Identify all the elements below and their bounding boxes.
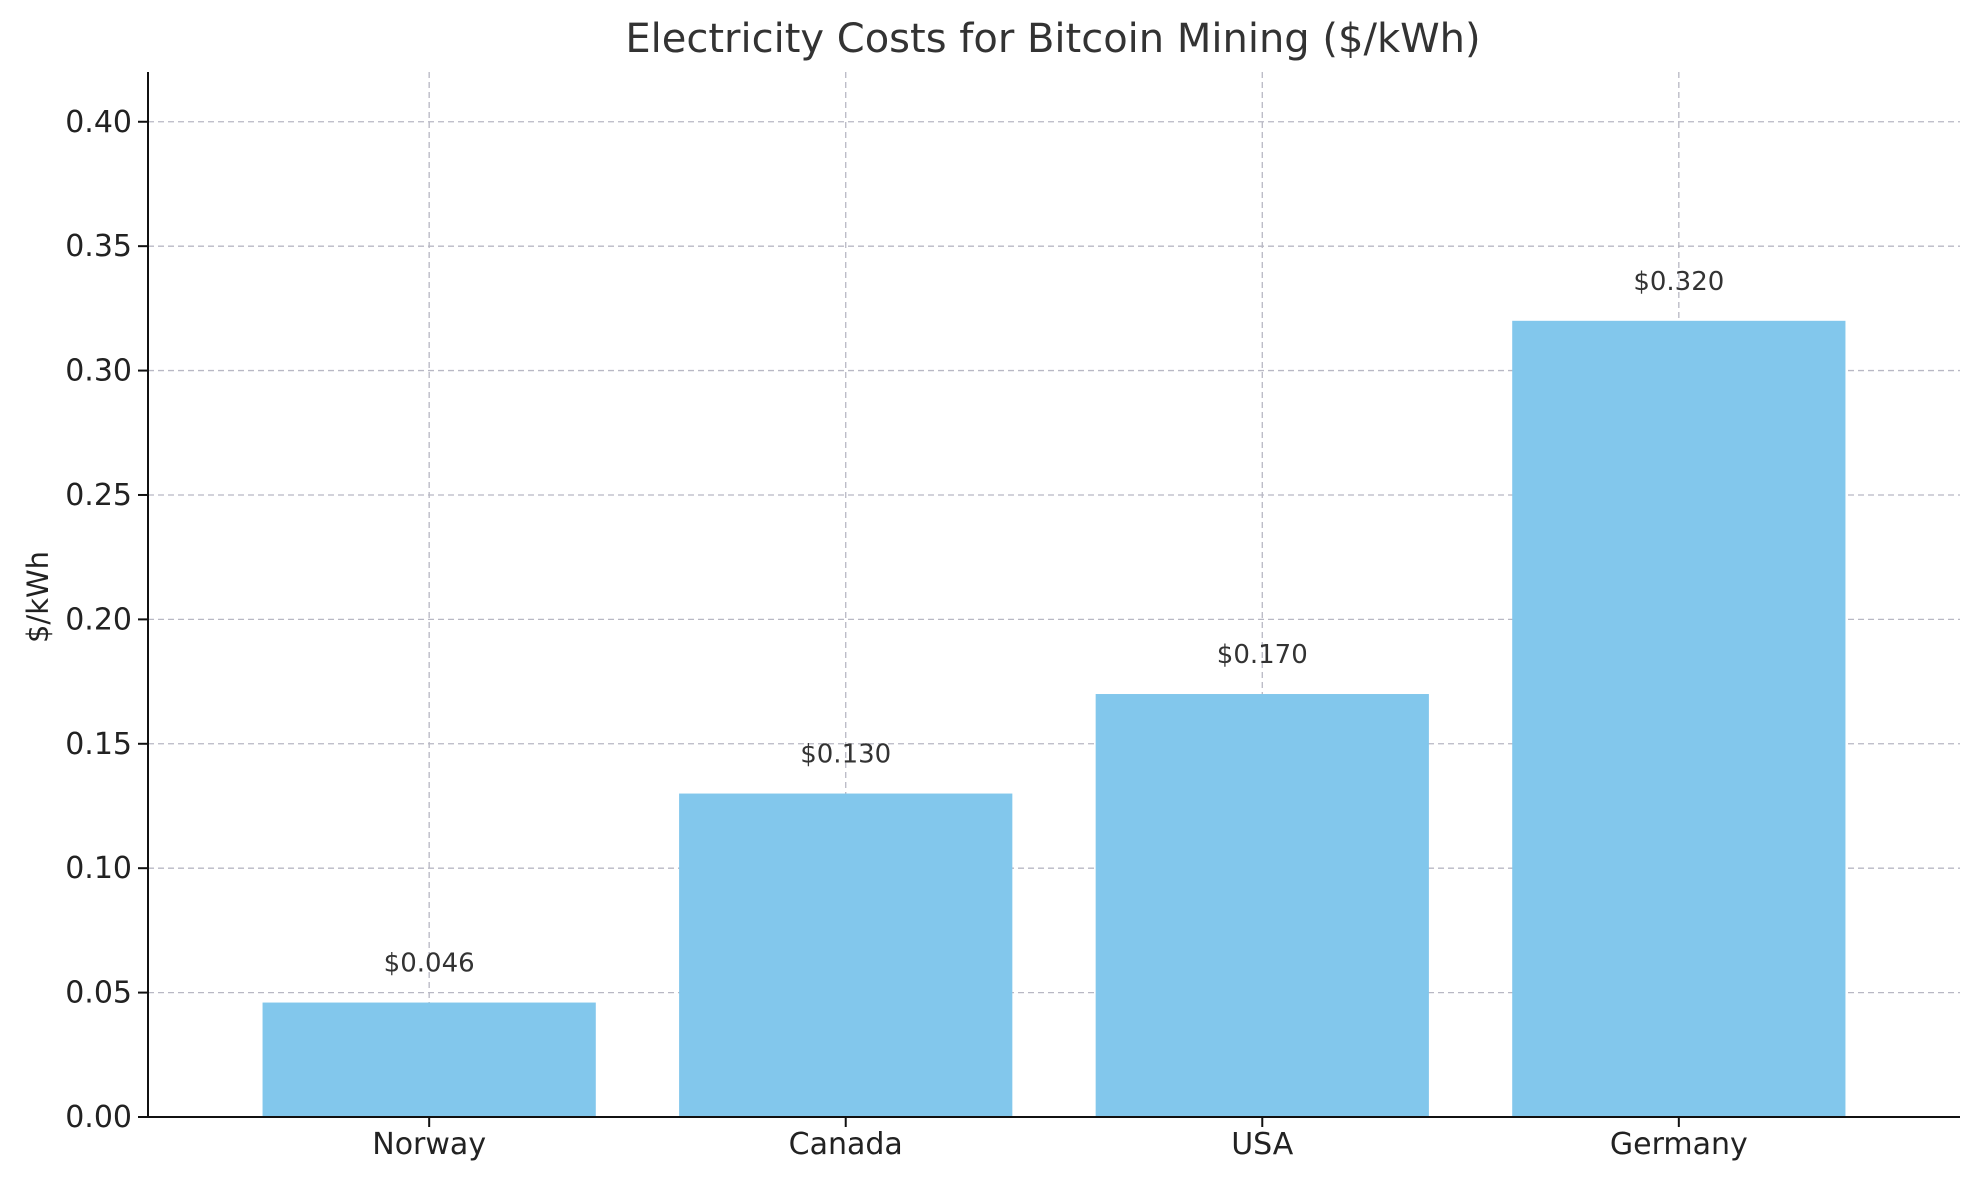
y-tick-label: 0.00 [65, 1100, 132, 1135]
bar-value-label: $0.130 [800, 740, 891, 770]
bars-layer [262, 320, 1846, 1117]
bar-value-label: $0.170 [1217, 640, 1308, 670]
y-tick-label: 0.30 [65, 354, 132, 389]
axes-layer [138, 72, 1960, 1127]
bar [679, 793, 1013, 1117]
y-tick-label: 0.05 [65, 976, 132, 1011]
y-tick-label: 0.25 [65, 478, 132, 513]
bar [1095, 694, 1429, 1117]
bar [1512, 320, 1846, 1117]
x-tick-label: Canada [789, 1127, 903, 1162]
y-axis-label: $/kWh [21, 551, 55, 643]
bar-value-label: $0.046 [384, 949, 475, 979]
x-tick-label: Norway [372, 1127, 486, 1162]
bar [262, 1002, 596, 1117]
y-tick-label: 0.20 [65, 602, 132, 637]
bar-value-label: $0.320 [1633, 267, 1724, 297]
chart-title: Electricity Costs for Bitcoin Mining ($/… [625, 16, 1480, 62]
y-tick-label: 0.15 [65, 727, 132, 762]
labels-layer: 0.00 0.05 0.10 0.15 0.20 0.25 0.30 0.35 0.40 Norw… [65, 105, 1748, 1162]
x-tick-label: USA [1231, 1127, 1294, 1162]
y-tick-label: 0.10 [65, 851, 132, 886]
y-tick-label: 0.40 [65, 105, 132, 140]
x-tick-label: Germany [1610, 1127, 1748, 1162]
y-tick-label: 0.35 [65, 229, 132, 264]
